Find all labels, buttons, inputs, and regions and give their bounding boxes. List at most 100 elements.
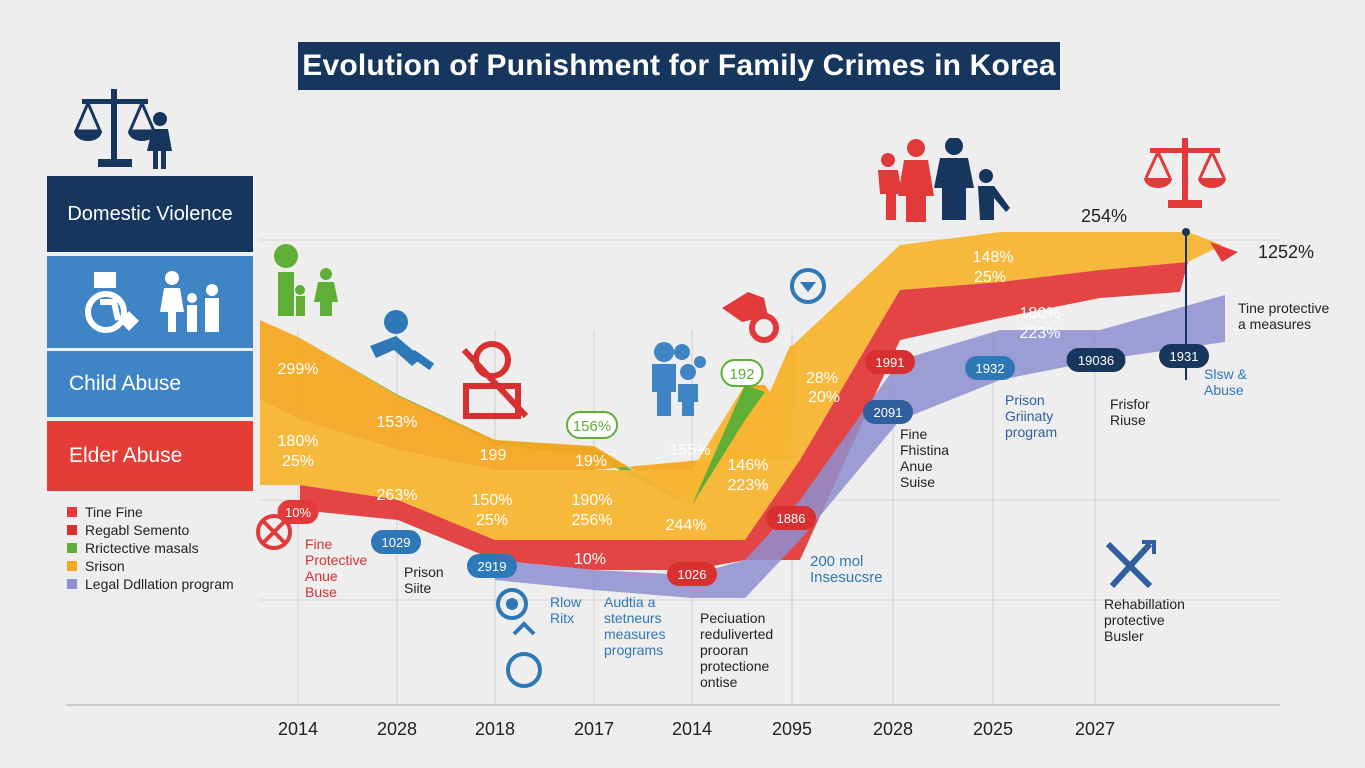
annotation-note: Audtia a stetneurs measures programs (604, 594, 666, 658)
value-label: 263% (377, 487, 418, 504)
annotation-note: Prison Griinaty program (1005, 392, 1058, 440)
data-badge: 10% (277, 500, 319, 524)
x-tick-label: 2014 (672, 719, 712, 739)
area-series-3 (300, 262, 1188, 570)
value-label: 199 (480, 447, 507, 464)
arrow-head (1210, 242, 1238, 262)
x-tick-label: 2017 (574, 719, 614, 739)
annotation-note: Rlow Ritx (550, 594, 582, 626)
x-tick-label: 2014 (278, 719, 318, 739)
badge-label: 156% (573, 418, 611, 435)
value-label: 153% (377, 414, 418, 431)
area-series-1 (260, 320, 798, 505)
value-label: 190% (572, 492, 613, 509)
badge-label: 2919 (478, 559, 507, 574)
value-label: 146% (728, 457, 769, 474)
wheelchair-icon (85, 272, 139, 333)
legend-item: Legal Ddllation program (67, 575, 234, 593)
x-tick-label: 2018 (475, 719, 515, 739)
data-badge: 2091 (863, 400, 913, 424)
data-badge: 1991 (865, 350, 915, 374)
category-label: Domestic Violence (67, 202, 233, 225)
value-label: 25% (282, 453, 314, 470)
value-label: 155% (670, 442, 711, 459)
category-label: Elder Abuse (69, 444, 183, 467)
value-label: 299% (278, 361, 319, 378)
legend-label: Legal Ddllation program (85, 576, 234, 592)
legend-label: Regabl Semento (85, 522, 190, 538)
value-label: 25% (476, 512, 508, 529)
annotation-note: Prison Siite (404, 564, 444, 596)
annotation-note: Fine Fhistina Anue Suise (900, 426, 950, 490)
legend-label: Rrictective masals (85, 540, 199, 556)
data-badge: 2919 (467, 554, 517, 578)
data-badge: 1932 (965, 356, 1015, 380)
marker-dot (1182, 228, 1190, 236)
annotation-note: Tine protective a measures (1238, 300, 1330, 332)
value-label: 10% (574, 551, 606, 568)
value-label: 19% (575, 453, 607, 470)
legend-item: Tine Fine (67, 503, 234, 521)
legend-item: Rrictective masals (67, 539, 234, 557)
family-top-icon (878, 138, 1010, 222)
value-label: 244% (666, 517, 707, 534)
value-label: 20% (808, 389, 840, 406)
badge-label: 1029 (382, 535, 411, 550)
data-badge: 19036 (1066, 348, 1126, 372)
value-label: 223% (728, 477, 769, 494)
data-badge: 1029 (371, 530, 421, 554)
badge-label: 1026 (678, 567, 707, 582)
data-badge: 1931 (1159, 344, 1209, 368)
badge-label: 1931 (1170, 349, 1199, 364)
hammer-wrench-icon (1105, 540, 1156, 589)
badge-label: 1991 (876, 355, 905, 370)
handcuffs-icon (722, 292, 779, 343)
legend-label: Tine Fine (85, 504, 143, 520)
category-elder-abuse: Elder Abuse (47, 421, 253, 491)
location-pin-icon (790, 268, 826, 304)
x-tick-label: 2095 (772, 719, 812, 739)
family-icon (160, 271, 219, 332)
legend: Tine Fine Regabl Semento Rrictective mas… (67, 503, 234, 593)
chart-title: Evolution of Punishment for Family Crime… (298, 42, 1060, 90)
badge-label: 2091 (874, 405, 903, 420)
annotation-note: Slsw & Abuse (1204, 366, 1247, 398)
parent-child-icon (652, 342, 706, 416)
badge-label: 192 (729, 366, 754, 383)
area-series-2 (260, 232, 1222, 540)
value-label: 28% (806, 370, 838, 387)
red-scales-icon (1144, 138, 1226, 208)
badge-label: 1932 (976, 361, 1005, 376)
data-badge: 192 (720, 359, 764, 387)
annotation-note: Peciuation reduliverted prooran protecti… (700, 610, 774, 690)
annotation-note: Frisfor Riuse (1110, 396, 1150, 428)
annotation-note: 200 mol Insesucsre (810, 553, 883, 586)
x-tick-label: 2028 (873, 719, 913, 739)
value-label: 150% (472, 492, 513, 509)
value-label: 223% (1020, 325, 1061, 342)
category-domestic-violence: Domestic Violence (47, 176, 253, 252)
badge-label: 1886 (777, 511, 806, 526)
annotation-note: Fine Protective Anue Buse (305, 536, 368, 600)
legend-item: Regabl Semento (67, 521, 234, 539)
prohibited-family-icon (461, 341, 529, 419)
value-label: 148% (973, 249, 1014, 266)
legend-label: Srison (85, 558, 125, 574)
data-badge: 1026 (667, 562, 717, 586)
rehab-cycle-icon (496, 588, 542, 688)
person-gavel-icon (370, 310, 435, 371)
value-label: 180% (278, 433, 319, 450)
x-tick-label: 2028 (377, 719, 417, 739)
category-label: Child Abuse (69, 372, 182, 395)
value-label: 256% (572, 512, 613, 529)
badge-label: 19036 (1078, 353, 1114, 368)
annotation-note: Rehabillation protective Busler (1104, 596, 1185, 644)
x-tick-label: 2025 (973, 719, 1013, 739)
x-tick-label: 2027 (1075, 719, 1115, 739)
badge-label: 10% (285, 505, 311, 520)
data-badge: 156% (566, 411, 618, 439)
area-series-peak (692, 385, 765, 505)
child-family-icon (274, 244, 338, 316)
value-label: 180% (1020, 305, 1061, 322)
